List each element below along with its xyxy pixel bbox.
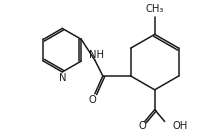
Text: O: O <box>139 121 147 131</box>
Text: CH₃: CH₃ <box>145 4 164 14</box>
Text: O: O <box>89 95 97 105</box>
Text: N: N <box>59 73 66 83</box>
Text: NH: NH <box>89 50 104 60</box>
Text: OH: OH <box>173 121 188 131</box>
